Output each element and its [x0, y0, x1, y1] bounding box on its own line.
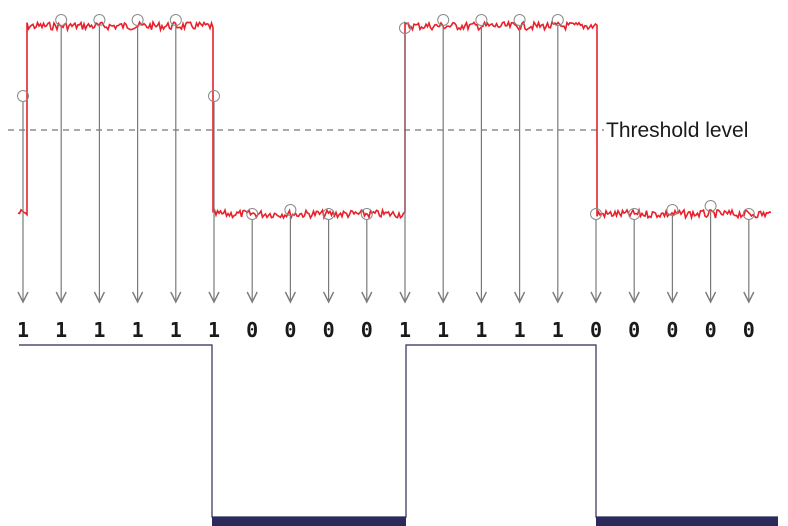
bit-label: 0: [323, 318, 335, 342]
arrow-head-icon: [475, 291, 488, 304]
bit-label: 0: [284, 318, 296, 342]
arrow-head-icon: [399, 291, 411, 304]
arrow-head-icon: [131, 291, 144, 304]
sample-point: [399, 22, 411, 34]
sample-point: [360, 208, 373, 220]
bit-label: 1: [55, 318, 67, 342]
bit-label: 1: [475, 318, 487, 342]
sample-point: [628, 208, 641, 220]
arrow-head-icon: [246, 291, 258, 304]
sample-point: [437, 14, 450, 26]
low-level-bar: [596, 517, 778, 526]
low-level-bar: [212, 517, 406, 526]
decoded-bits: 1 1 1 1 1 1 0 0 0 0 1 1 1 1 1 0 0 0 0 0: [17, 318, 755, 342]
bit-label: 1: [170, 318, 182, 342]
sample-point: [55, 14, 68, 26]
arrow-head-icon: [552, 291, 564, 304]
arrow-head-icon: [170, 291, 182, 304]
noisy-analog-signal: [17, 19, 772, 221]
bit-label: 1: [399, 318, 411, 342]
bit-label: 0: [743, 318, 755, 342]
bit-label: 1: [132, 318, 144, 342]
bit-label: 1: [552, 318, 564, 342]
bit-label: 1: [93, 318, 105, 342]
signal-trace: [17, 19, 772, 221]
arrow-head-icon: [590, 291, 602, 304]
bit-label: 0: [246, 318, 258, 342]
bit-label: 1: [208, 318, 220, 342]
sample-point: [590, 208, 602, 220]
sample-point: [513, 14, 526, 26]
arrow-head-icon: [93, 291, 106, 304]
sample-point: [284, 204, 297, 216]
sample-point: [666, 204, 679, 216]
sample-point: [246, 208, 259, 220]
arrow-head-icon: [704, 291, 717, 304]
sample-points: [17, 14, 755, 220]
bit-label: 1: [514, 318, 526, 342]
sample-point: [17, 90, 29, 102]
digital-signal-line: [19, 344, 778, 518]
arrow-head-icon: [361, 291, 373, 304]
arrow-head-icon: [666, 291, 679, 304]
sample-point: [704, 200, 717, 212]
arrow-head-icon: [55, 291, 67, 304]
arrow-head-icon: [743, 291, 755, 304]
bit-label: 0: [628, 318, 640, 342]
arrow-head-icon: [17, 291, 29, 304]
bit-label: 1: [437, 318, 449, 342]
sample-point: [742, 208, 755, 220]
arrow-head-icon: [628, 291, 640, 304]
arrow-head-icon: [284, 291, 297, 304]
bit-label: 0: [705, 318, 717, 342]
arrow-head-icon: [437, 291, 449, 304]
digital-waveform: [19, 344, 778, 526]
sample-point: [322, 208, 335, 220]
sample-point: [551, 14, 564, 26]
arrow-head-icon: [322, 291, 335, 304]
bit-label: 0: [590, 318, 602, 342]
arrow-head-icon: [513, 291, 526, 304]
sample-point: [475, 14, 488, 26]
bit-label: 0: [361, 318, 373, 342]
sample-point: [208, 90, 220, 102]
sample-point: [131, 14, 144, 26]
sample-point: [169, 14, 182, 26]
bit-label: 0: [666, 318, 678, 342]
threshold-label: Threshold level: [606, 119, 748, 142]
sampling-arrows: [17, 26, 755, 304]
arrow-head-icon: [208, 291, 220, 304]
sample-point: [93, 14, 106, 26]
bit-label: 1: [17, 318, 29, 342]
